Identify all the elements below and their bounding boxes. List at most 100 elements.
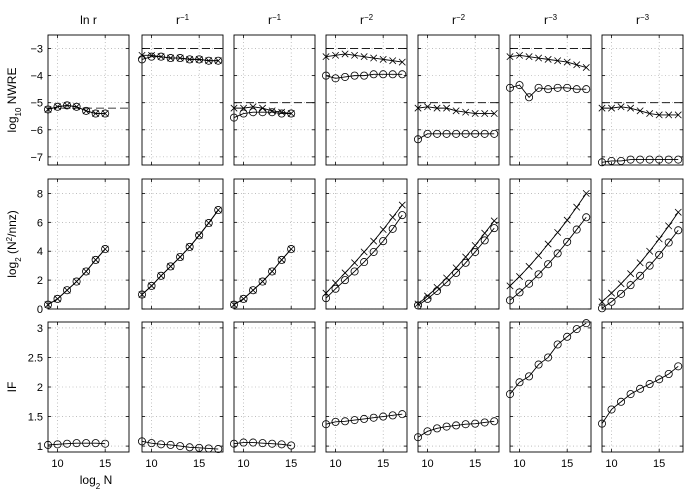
data-point-circle — [480, 418, 489, 427]
data-point-circle — [645, 155, 654, 164]
data-point-cross — [287, 245, 295, 253]
x-tick-label: 10 — [145, 458, 157, 470]
data-point-circle — [553, 83, 562, 92]
y-axis-label-subscript: 2 — [14, 257, 23, 262]
data-point-circle — [607, 405, 616, 414]
data-point-circle — [331, 417, 340, 426]
data-point-cross — [481, 110, 489, 118]
data-point-cross — [674, 111, 682, 119]
series-line-circle — [47, 442, 106, 446]
data-point-circle — [544, 85, 553, 94]
data-point-circle — [471, 419, 480, 428]
data-point-cross — [148, 51, 156, 59]
data-point-circle — [82, 439, 91, 448]
data-point-circle — [674, 226, 683, 235]
panel-r0-c1 — [137, 34, 224, 166]
data-point-cross — [259, 104, 267, 112]
data-point-circle — [350, 71, 359, 80]
x-tick-label: 15 — [561, 458, 573, 470]
data-point-circle — [369, 70, 378, 79]
data-point-cross — [481, 229, 489, 237]
axes-frame — [47, 321, 130, 453]
x-tick-label: 10 — [421, 458, 433, 470]
data-point-cross — [101, 110, 109, 118]
data-point-circle — [636, 155, 645, 164]
y-tick-label: 2 — [37, 275, 43, 287]
axes-frame — [325, 34, 408, 166]
data-point-circle — [157, 440, 166, 449]
axes-frame — [47, 34, 130, 166]
data-point-circle — [239, 109, 248, 118]
data-point-circle — [515, 81, 524, 90]
data-point-circle — [572, 225, 581, 234]
data-point-cross — [186, 55, 194, 63]
series-line-circle — [601, 365, 679, 424]
data-point-circle — [461, 258, 470, 267]
axes-frame — [417, 321, 500, 453]
data-point-circle — [239, 438, 248, 447]
data-point-circle — [157, 52, 166, 61]
data-point-cross — [627, 270, 635, 278]
data-point-circle — [249, 286, 258, 295]
data-point-cross — [379, 226, 387, 234]
data-point-cross — [443, 274, 451, 282]
data-point-circle — [239, 294, 248, 303]
data-point-cross — [195, 231, 203, 239]
data-point-cross — [341, 50, 349, 58]
data-point-circle — [553, 249, 562, 258]
data-point-cross — [608, 289, 616, 297]
data-point-circle — [277, 109, 286, 118]
data-point-circle — [331, 74, 340, 83]
data-point-circle — [534, 270, 543, 279]
data-point-cross — [205, 219, 213, 227]
data-point-circle — [525, 279, 534, 288]
data-point-circle — [480, 236, 489, 245]
data-point-circle — [214, 206, 223, 215]
data-point-cross — [341, 269, 349, 277]
column-title-exponent: −1 — [180, 13, 190, 22]
data-point-cross — [554, 57, 562, 65]
data-point-circle — [617, 289, 626, 298]
data-point-circle — [214, 445, 223, 454]
series-line-cross — [601, 211, 679, 303]
data-point-circle — [258, 439, 267, 448]
data-point-circle — [268, 267, 277, 276]
data-point-cross — [214, 206, 222, 214]
data-point-circle — [582, 85, 591, 94]
data-point-circle — [572, 85, 581, 94]
panel-r0-c4 — [413, 34, 500, 166]
data-point-circle — [461, 129, 470, 138]
data-point-cross — [205, 57, 213, 65]
data-point-circle — [166, 262, 175, 271]
series-line-cross — [325, 53, 403, 63]
data-point-circle — [185, 242, 194, 251]
data-point-circle — [544, 353, 553, 362]
data-point-circle — [433, 129, 442, 138]
column-title-base: r — [360, 13, 364, 27]
panel-r1-c6 — [598, 178, 684, 313]
data-point-circle — [563, 83, 572, 92]
data-point-circle — [617, 397, 626, 406]
data-point-circle — [515, 378, 524, 387]
data-point-cross — [563, 216, 571, 224]
x-tick-label: 15 — [653, 458, 665, 470]
data-point-cross — [82, 267, 90, 275]
column-title-base: ln r — [80, 13, 97, 27]
y-tick-label: 2 — [37, 382, 43, 394]
y-tick-label: 1.5 — [28, 412, 43, 424]
data-point-circle — [423, 129, 432, 138]
data-point-circle — [379, 412, 388, 421]
axes-frame — [509, 321, 592, 453]
x-axis-label-subscript: 2 — [96, 482, 101, 491]
data-point-cross — [525, 262, 533, 270]
x-axis-label: log2 N — [80, 473, 112, 491]
data-point-circle — [480, 129, 489, 138]
y-tick-label: 2.5 — [28, 352, 43, 364]
series-line-cross — [233, 248, 292, 306]
axes-frame — [233, 34, 316, 166]
x-tick-label: 10 — [513, 458, 525, 470]
data-point-circle — [350, 267, 359, 276]
data-point-cross — [433, 283, 441, 291]
data-point-circle — [626, 390, 635, 399]
data-point-circle — [490, 417, 499, 426]
